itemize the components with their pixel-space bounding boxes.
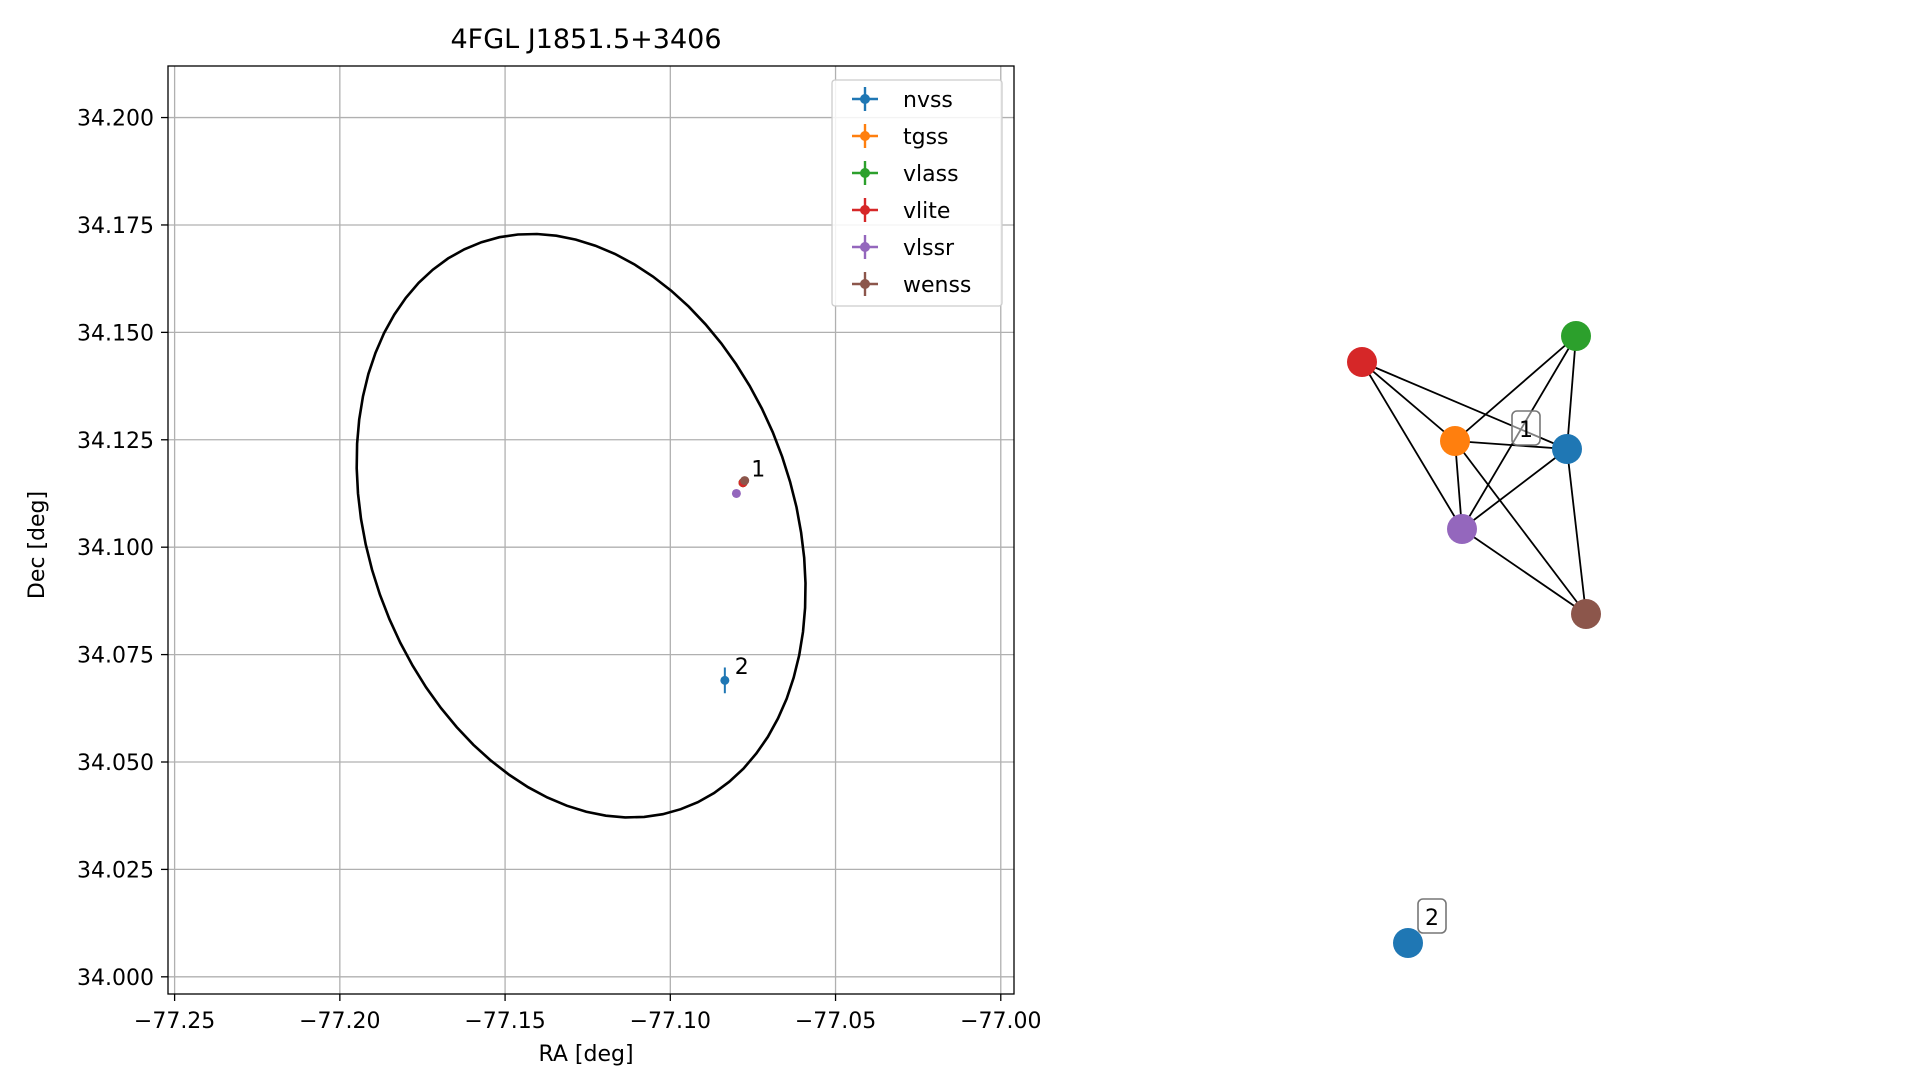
legend-marker-dot: [860, 242, 870, 252]
y-tick-label: 34.150: [77, 321, 154, 346]
legend-item-wenss: wenss: [852, 272, 971, 298]
cluster-labels: 12: [1417, 410, 1541, 934]
legend-label: nvss: [903, 88, 953, 113]
legend-marker-dot: [860, 168, 870, 178]
y-tick-label: 34.025: [77, 858, 154, 883]
legend-marker-dot: [860, 279, 870, 289]
network-graph-panel: 12: [1347, 321, 1601, 958]
node-nvss: [1552, 434, 1582, 464]
point-annotations: 12: [735, 457, 766, 680]
y-axis-ticks: 34.000 34.025 34.050 34.075 34.100 34.125 34.1…: [77, 107, 168, 991]
annotation-label: 2: [735, 655, 749, 680]
x-tick-label: −77.25: [134, 1009, 215, 1034]
sky-plot-panel: 12 −77.25 −77.20 −77.15 −77.10 −77.05 −77.00 …: [25, 24, 1041, 1067]
edge-vlite-vlssr: [1361, 361, 1463, 530]
legend-label: vlssr: [903, 236, 955, 261]
edge-nvss-wenss: [1566, 448, 1587, 615]
point-marker: [720, 675, 730, 685]
cluster-label-box: [1417, 898, 1447, 934]
source-points: [720, 476, 750, 694]
y-tick-label: 34.075: [77, 644, 154, 669]
x-tick-label: −77.10: [630, 1009, 711, 1034]
edge-vlite-tgss: [1361, 361, 1456, 442]
annotation-label: 1: [751, 457, 765, 482]
cluster-label-2: 2: [1417, 898, 1447, 934]
x-axis-label: RA [deg]: [538, 1042, 633, 1067]
cluster-label-1: 1: [1511, 410, 1541, 446]
x-tick-label: −77.15: [464, 1009, 545, 1034]
graph-edges: [1361, 335, 1587, 615]
x-tick-label: −77.05: [795, 1009, 876, 1034]
y-axis-label: Dec [deg]: [25, 491, 50, 599]
node-nvss-2: [1393, 928, 1423, 958]
legend-marker-dot: [860, 94, 870, 104]
y-tick-label: 34.200: [77, 107, 154, 132]
legend-marker-dot: [860, 131, 870, 141]
legend-marker-dot: [860, 205, 870, 215]
legend-item-tgss: tgss: [852, 124, 949, 150]
point-wenss: [740, 476, 750, 486]
node-wenss: [1571, 599, 1601, 629]
edge-vlssr-wenss: [1461, 528, 1587, 615]
legend-item-vlass: vlass: [852, 161, 959, 187]
legend-label: vlite: [903, 199, 950, 224]
y-tick-label: 34.175: [77, 214, 154, 239]
legend: nvss tgss vlass vlite vlssr wenss: [831, 79, 1003, 307]
graph-nodes: [1347, 321, 1601, 958]
plot-frame: [167, 65, 1015, 995]
y-tick-label: 34.050: [77, 751, 154, 776]
legend-item-vlite: vlite: [852, 198, 950, 224]
edge-vlass-tgss: [1454, 335, 1577, 442]
edge-vlssr-nvss: [1461, 448, 1568, 530]
legend-label: vlass: [903, 162, 959, 187]
cluster-label-text: 1: [1519, 418, 1533, 443]
point-marker: [731, 488, 741, 498]
x-tick-label: −77.20: [299, 1009, 380, 1034]
cluster-label-text: 2: [1425, 906, 1439, 931]
edge-tgss-wenss: [1454, 440, 1587, 615]
edge-vlass-nvss: [1566, 335, 1577, 450]
point-vlssr: [731, 488, 741, 498]
legend-item-vlssr: vlssr: [852, 235, 955, 261]
point-marker: [740, 476, 750, 486]
node-tgss: [1440, 426, 1470, 456]
legend-label: wenss: [903, 273, 971, 298]
x-tick-label: −77.00: [960, 1009, 1041, 1034]
y-tick-label: 34.125: [77, 429, 154, 454]
node-vlass: [1561, 321, 1591, 351]
uncertainty-ellipse: [355, 232, 807, 819]
cluster-label-box: [1511, 410, 1541, 446]
node-vlssr: [1447, 514, 1477, 544]
edge-tgss-nvss: [1454, 440, 1568, 450]
legend-item-nvss: nvss: [852, 87, 953, 113]
x-axis-ticks: −77.25 −77.20 −77.15 −77.10 −77.05 −77.00: [134, 994, 1041, 1034]
node-vlite: [1347, 347, 1377, 377]
point-nvss: [720, 667, 730, 694]
legend-label: tgss: [903, 125, 949, 150]
chart-title: 4FGL J1851.5+3406: [450, 24, 721, 55]
y-tick-label: 34.000: [77, 966, 154, 991]
y-tick-label: 34.100: [77, 536, 154, 561]
